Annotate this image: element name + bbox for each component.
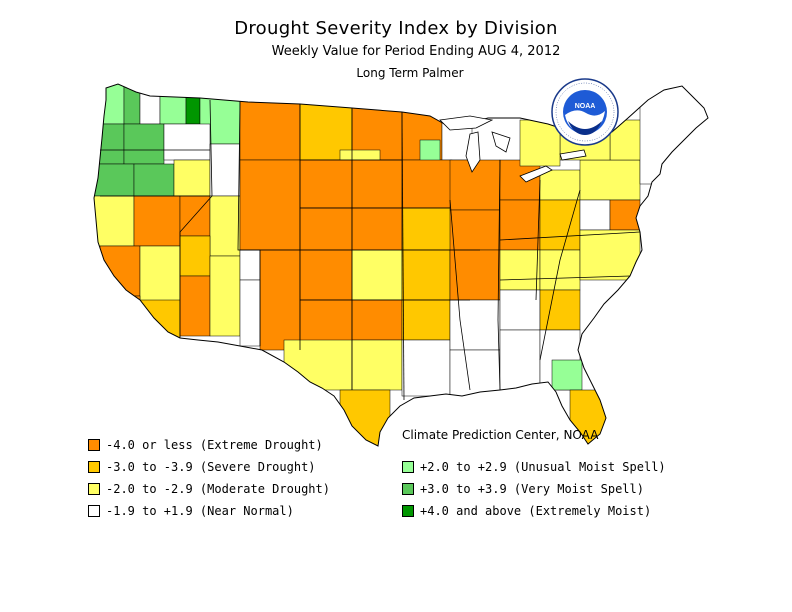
- division-very-moist-6: [94, 123, 125, 165]
- lake-michigan: [465, 131, 481, 173]
- state-borders: [100, 99, 641, 401]
- division-moderate-drought-49: [351, 249, 403, 301]
- division-very-moist-9: [94, 163, 135, 197]
- legend-right-swatch-2: [402, 505, 414, 517]
- legend-left-label-1: -3.0 to -3.9 (Severe Drought): [106, 460, 316, 474]
- legend-right-item-2: +4.0 and above (Extremely Moist): [402, 503, 651, 519]
- legend-left-swatch-1: [88, 461, 100, 473]
- division-very-moist-7: [123, 123, 165, 165]
- division-extreme-drought-22: [179, 195, 211, 237]
- division-severe-drought-53: [401, 299, 451, 341]
- legend-right-swatch-0: [402, 461, 414, 473]
- division-near-normal-32: [239, 249, 261, 281]
- legend-left-swatch-2: [88, 483, 100, 495]
- logo-sea: [568, 121, 602, 135]
- logo-text: NOAA: [575, 103, 596, 110]
- division-very-moist-10: [133, 163, 175, 197]
- legend-right-label-2: +4.0 and above (Extremely Moist): [420, 504, 652, 518]
- legend-right-swatch-1: [402, 483, 414, 495]
- division-severe-drought-41: [401, 207, 453, 251]
- legend-right-item-1: +3.0 to +3.9 (Very Moist Spell): [402, 481, 644, 497]
- division-near-normal-70: [579, 199, 611, 231]
- division-near-normal-8: [163, 123, 211, 161]
- division-extreme-drought-31: [239, 159, 301, 251]
- division-extreme-drought-28: [179, 275, 211, 337]
- division-moderate-drought-44: [539, 169, 581, 201]
- division-extreme-drought-36: [299, 159, 353, 209]
- division-extreme-drought-46: [499, 199, 541, 251]
- division-near-normal-61: [449, 299, 501, 351]
- division-extreme-drought-39: [299, 207, 353, 251]
- division-severe-drought-27: [139, 299, 181, 341]
- division-near-normal-65: [499, 329, 541, 391]
- division-extreme-drought-30: [99, 295, 141, 337]
- division-extreme-drought-13: [239, 99, 301, 161]
- legend-left-item-1: -3.0 to -3.9 (Severe Drought): [88, 459, 316, 475]
- division-extreme-drought-40: [351, 207, 403, 251]
- legend-left-swatch-3: [88, 505, 100, 517]
- legend-left-item-3: -1.9 to +1.9 (Near Normal): [88, 503, 294, 519]
- division-moderate-drought-55: [351, 339, 403, 391]
- legend-left-label-0: -4.0 or less (Extreme Drought): [106, 438, 323, 452]
- division-unusual-moist-3: [159, 84, 187, 125]
- division-moderate-drought-60: [539, 249, 581, 291]
- lake-ontario: [559, 149, 587, 161]
- division-moderate-drought-25: [139, 245, 181, 307]
- logo-ring-lettering: [555, 82, 615, 142]
- division-extremely-moist-4: [185, 84, 201, 125]
- division-severe-drought-47: [539, 199, 581, 251]
- division-moderate-drought-69: [579, 159, 641, 201]
- credit-text: Climate Prediction Center, NOAA: [402, 428, 599, 442]
- division-moderate-drought-76: [519, 119, 561, 167]
- legend-right-label-0: +2.0 to +2.9 (Unusual Moist Spell): [420, 460, 666, 474]
- division-extreme-drought-21: [133, 195, 181, 247]
- legend-left-item-0: -4.0 or less (Extreme Drought): [88, 437, 323, 453]
- map-title: Drought Severity Index by Division: [234, 18, 558, 39]
- division-extreme-drought-48: [299, 249, 353, 301]
- division-near-normal-64: [449, 349, 501, 397]
- legend-left-item-2: -2.0 to -2.9 (Moderate Drought): [88, 481, 330, 497]
- lake-superior: [439, 115, 494, 131]
- great-lakes: [439, 115, 587, 183]
- division-moderate-drought-59: [499, 249, 541, 291]
- legend-left-swatch-0: [88, 439, 100, 451]
- lake-erie: [519, 165, 553, 183]
- division-moderate-drought-20: [94, 195, 135, 247]
- division-extreme-drought-52: [351, 299, 403, 341]
- legend-right-label-1: +3.0 to +3.9 (Very Moist Spell): [420, 482, 644, 496]
- division-extreme-drought-34: [259, 249, 301, 351]
- division-near-normal-62: [499, 289, 541, 331]
- division-moderate-drought-72: [579, 229, 641, 281]
- division-near-normal-12: [209, 143, 241, 197]
- legend-right-item-0: +2.0 to +2.9 (Unusual Moist Spell): [402, 459, 666, 475]
- division-severe-drought-63: [539, 289, 581, 331]
- division-moderate-drought-11: [173, 159, 211, 197]
- legend-left-label-2: -2.0 to -2.9 (Moderate Drought): [106, 482, 330, 496]
- division-moderate-drought-54: [283, 339, 353, 391]
- division-unusual-moist-0: [94, 84, 125, 125]
- division-extreme-drought-38: [401, 159, 453, 209]
- division-severe-drought-26: [179, 235, 211, 277]
- division-severe-drought-50: [401, 249, 451, 301]
- division-near-normal-2: [139, 84, 161, 125]
- map-subtitle: Weekly Value for Period Ending AUG 4, 20…: [271, 44, 561, 59]
- lake-huron: [491, 131, 511, 153]
- division-extreme-drought-24: [99, 245, 141, 297]
- noaa-logo: NOAA: [551, 78, 619, 146]
- legend-left-label-3: -1.9 to +1.9 (Near Normal): [106, 504, 294, 518]
- division-moderate-drought-29: [209, 255, 241, 337]
- division-moderate-drought-23: [209, 195, 241, 257]
- division-extreme-drought-45: [449, 209, 501, 251]
- division-near-normal-56: [401, 339, 451, 397]
- division-extreme-drought-37: [351, 159, 403, 209]
- division-extreme-drought-71: [609, 199, 641, 231]
- division-near-normal-35: [239, 279, 261, 347]
- map-index-type: Long Term Palmer: [356, 66, 464, 80]
- division-unusual-moist-67: [551, 359, 583, 391]
